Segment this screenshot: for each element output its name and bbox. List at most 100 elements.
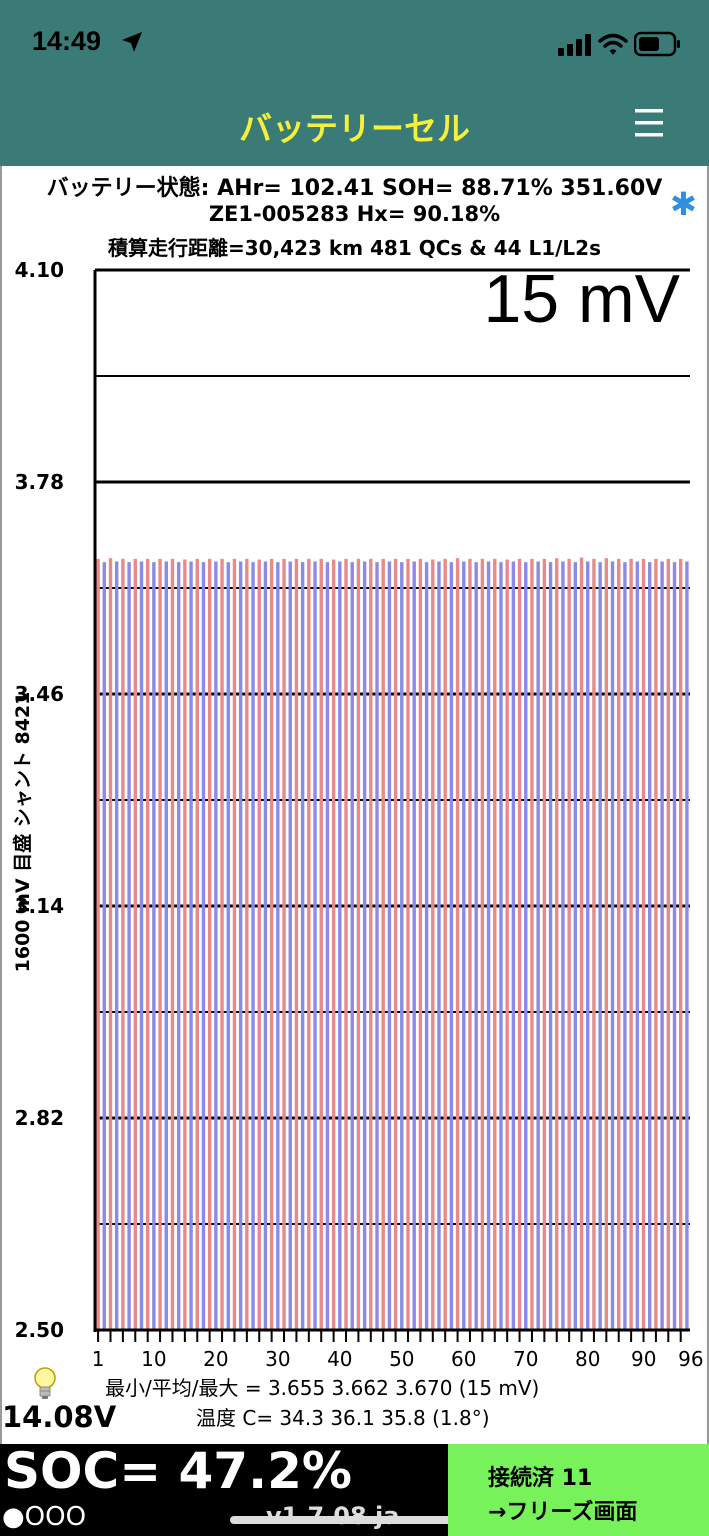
cell-bar [102,562,107,1330]
lightbulb-icon[interactable] [32,1366,58,1402]
cell-bar [573,562,578,1330]
cell-bar [121,558,125,1330]
y-tick-label: 3.78 [15,470,64,494]
cell-bar [369,558,373,1330]
cell-bar [114,561,119,1330]
connection-status[interactable]: 接続済 11 [488,1466,593,1491]
cell-bar [183,559,187,1330]
cell-bar [604,558,609,1330]
cell-bar [462,561,466,1330]
navigation-bar: バッテリーセル [0,88,709,166]
cell-bar [517,558,522,1330]
cell-bar [152,562,156,1330]
freeze-screen-label[interactable]: →フリーズ画面 [488,1500,638,1525]
x-tick-label: 20 [203,1347,228,1370]
cell-bar [561,561,565,1330]
cell-bar [524,562,528,1330]
cell-bar [548,562,553,1330]
x-tick-label: 50 [389,1347,414,1370]
cell-bar [418,558,423,1330]
y-axis-label: 1600 mV 目盛 シャント 8421 [12,691,34,973]
delta-label: 15 mV [483,261,680,337]
cell-bar [555,558,559,1330]
cell-bar [592,558,596,1330]
cell-bar [319,558,323,1330]
cell-bar [189,561,193,1330]
cell-bar [406,558,410,1330]
cell-bar [437,561,441,1330]
cell-bar [648,562,652,1330]
cell-bar [238,561,243,1330]
cell-bar [499,562,503,1330]
cell-bar [139,561,144,1330]
cell-bar [207,558,212,1330]
cell-bar [617,558,621,1330]
x-tick-label: 90 [631,1347,656,1370]
cell-bar [586,561,590,1330]
cell-bar [666,558,671,1330]
y-tick-label: 4.10 [15,258,64,282]
x-tick-label: 10 [141,1347,166,1370]
x-tick-label: 30 [265,1347,290,1370]
cell-bar [356,558,361,1330]
cell-bar [331,559,336,1330]
cell-bar [449,562,454,1330]
cell-bar [350,562,354,1330]
cell-bar [133,558,137,1330]
cell-bar [387,561,392,1330]
y-tick-label: 2.50 [15,1318,64,1342]
location-arrow-icon [122,32,142,52]
cell-bar [486,561,491,1330]
min-avg-max-text: 最小/平均/最大 = 3.655 3.662 3.670 (15 mV) [105,1376,540,1400]
cell-bar [282,558,286,1330]
cell-bar [511,561,516,1330]
cell-bar [443,558,447,1330]
cell-bar [127,562,131,1330]
cell-bar [455,558,460,1330]
cell-bar [195,558,199,1330]
cell-bar [300,562,305,1330]
cell-bar [325,562,330,1330]
cell-bar [164,561,168,1330]
cell-bar [375,562,379,1330]
battery-icon [634,31,680,57]
home-indicator[interactable] [230,1516,478,1524]
aux-battery-voltage: 14.08V [2,1400,117,1434]
cell-bar [635,561,640,1330]
cell-bar [412,561,416,1330]
cell-bar [362,561,367,1330]
page-indicator-dots[interactable]: ●OOO [2,1502,87,1532]
cell-bar [493,558,497,1330]
cell-bar [344,558,348,1330]
cell-bar [610,561,615,1330]
y-tick-label: 3.14 [15,894,64,918]
cell-bar [226,562,230,1330]
cell-bar [641,558,646,1330]
cell-bar [220,558,224,1330]
cell-bar [214,561,218,1330]
cell-voltage-chart: 4.10 3.78 3.46 3.14 2.82 2.50 1 10 20 30 40 50 60 70 8… [15,258,704,1370]
cell-bar [257,559,261,1330]
cell-bar [176,562,181,1330]
menu-icon[interactable] [634,106,664,140]
cell-bar [263,561,268,1330]
cell-bar [145,558,150,1330]
cell-bar [276,562,280,1330]
cell-bar [294,558,299,1330]
y-tick-label: 3.46 [15,682,64,706]
cell-bar [400,562,404,1330]
cell-bar [567,558,571,1330]
status-time: 14:49 [32,26,102,56]
cell-bar [530,558,534,1330]
cell-bar [579,557,584,1330]
cell-bar [536,561,540,1330]
bluetooth-icon: ✱ [670,185,697,223]
temperature-text: 温度 C= 34.3 36.1 35.8 (1.8°) [196,1406,490,1430]
cell-bar [474,562,478,1330]
cell-bar [232,558,237,1330]
connection-button[interactable] [448,1444,709,1536]
y-tick-label: 2.82 [15,1106,64,1130]
cell-bar [201,562,206,1330]
cell-bar [629,558,633,1330]
cell-bar [678,558,683,1330]
